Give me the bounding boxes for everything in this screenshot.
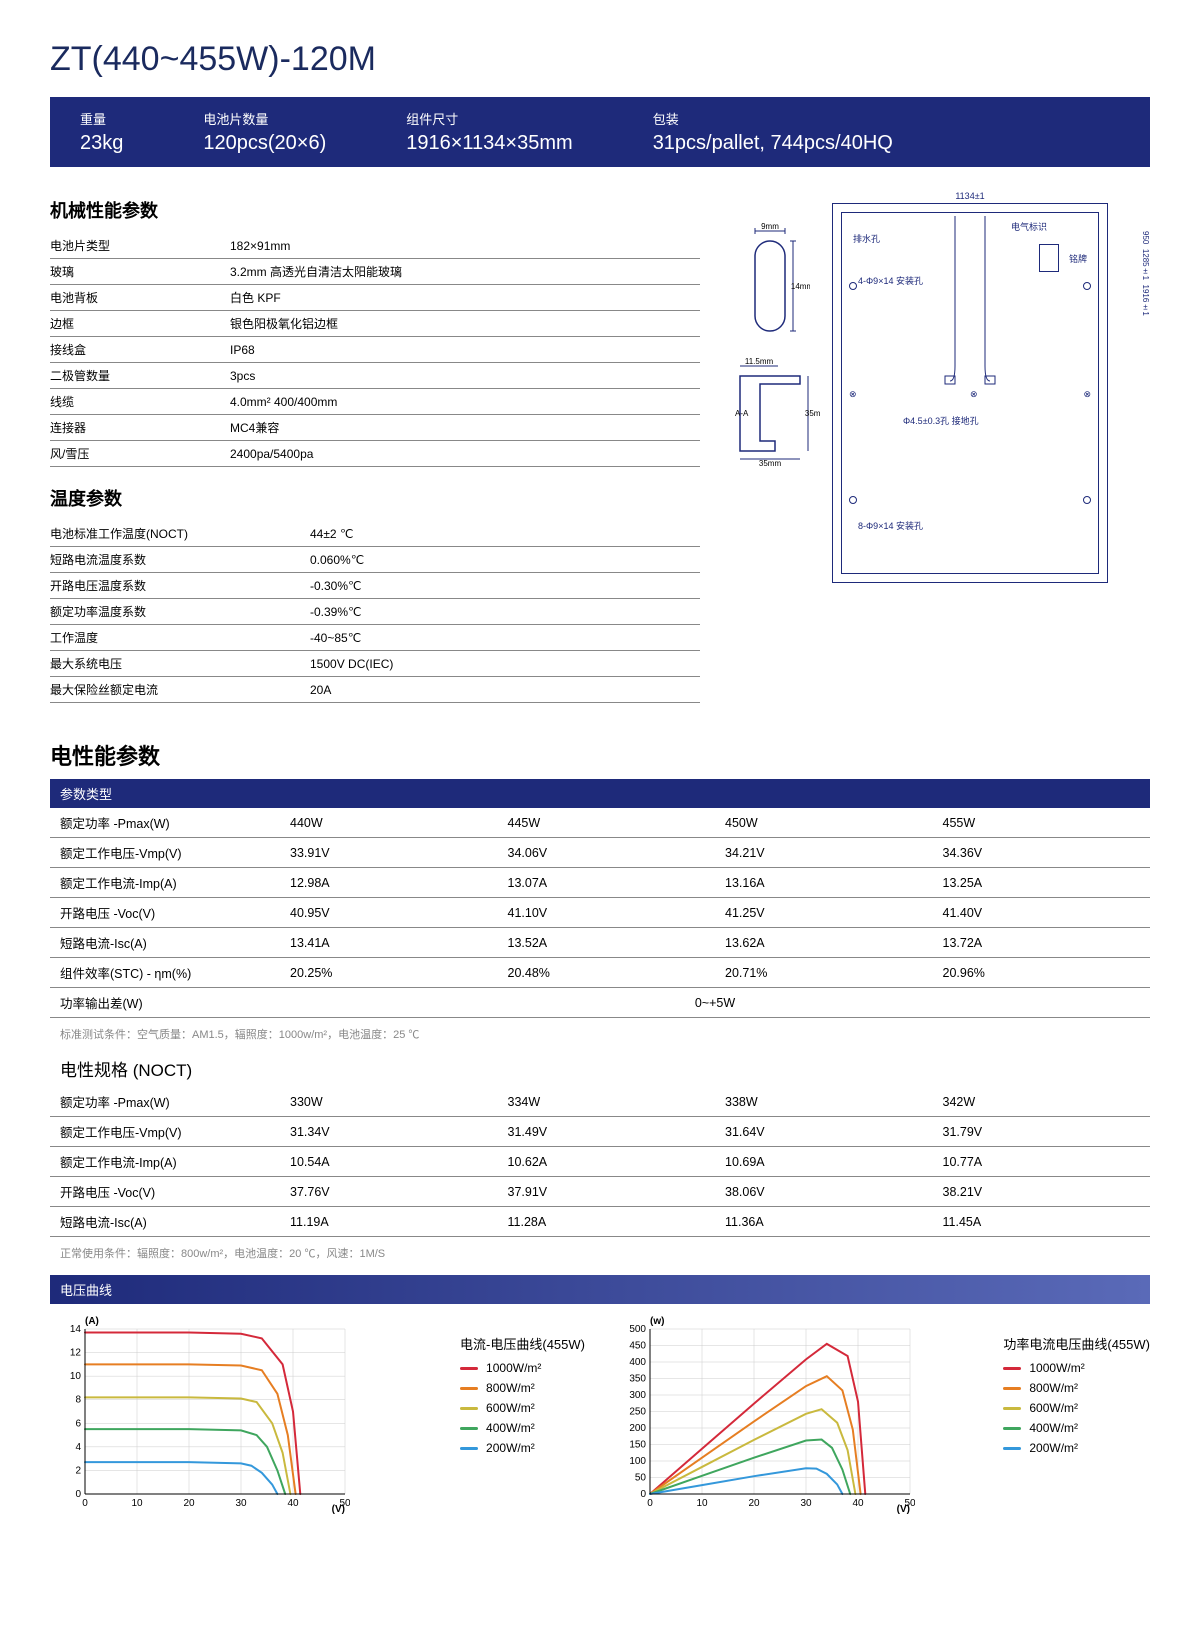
mech-table: 电池片类型182×91mm玻璃3.2mm 高透光自清洁太阳能玻璃电池背板白色 K…: [50, 233, 700, 467]
noct-title: 电性规格 (NOCT): [60, 1056, 1150, 1081]
elec-row: 开路电压 -Voc(V)40.95V41.10V41.25V41.40V: [50, 898, 1150, 928]
legend-item: 200W/m²: [460, 1441, 585, 1455]
elec-row: 额定工作电压-Vmp(V)33.91V34.06V34.21V34.36V: [50, 838, 1150, 868]
svg-text:350: 350: [629, 1374, 646, 1385]
header-cell: 电池片数量120pcs(20×6): [203, 109, 326, 155]
legend-item: 600W/m²: [1003, 1401, 1150, 1415]
spec-row: 额定功率温度系数-0.39%℃: [50, 599, 700, 625]
svg-text:10: 10: [131, 1498, 143, 1509]
spec-row: 风/雪压2400pa/5400pa: [50, 441, 700, 467]
svg-text:100: 100: [629, 1456, 646, 1467]
spec-row: 电池背板白色 KPF: [50, 285, 700, 311]
legend-item: 400W/m²: [1003, 1421, 1150, 1435]
temp-table: 电池标准工作温度(NOCT)44±2 ℃短路电流温度系数0.060%℃开路电压温…: [50, 521, 700, 703]
elec-footnote: 标准测试条件：空气质量：AM1.5，辐照度：1000w/m²，电池温度：25 ℃: [60, 1026, 1150, 1042]
svg-text:35mm: 35mm: [805, 409, 820, 418]
elec-row: 短路电流-Isc(A)13.41A13.52A13.62A13.72A: [50, 928, 1150, 958]
spec-row: 最大保险丝额定电流20A: [50, 677, 700, 703]
svg-text:(w): (w): [650, 1316, 664, 1327]
legend-item: 600W/m²: [460, 1401, 585, 1415]
header-cell: 重量23kg: [80, 109, 123, 155]
svg-text:20: 20: [183, 1498, 195, 1509]
svg-text:150: 150: [629, 1440, 646, 1451]
curves-band: 电压曲线: [50, 1275, 1150, 1304]
temp-title: 温度参数: [50, 485, 700, 511]
svg-text:0: 0: [647, 1498, 653, 1509]
spec-row: 线缆4.0mm² 400/400mm: [50, 389, 700, 415]
spec-row: 电池标准工作温度(NOCT)44±2 ℃: [50, 521, 700, 547]
elec-row: 组件效率(STC) - ηm(%)20.25%20.48%20.71%20.96…: [50, 958, 1150, 988]
spec-row: 边框银色阳极氧化铝边框: [50, 311, 700, 337]
svg-text:6: 6: [75, 1418, 81, 1429]
elec-row: 开路电压 -Voc(V)37.76V37.91V38.06V38.21V: [50, 1177, 1150, 1207]
header-cell: 组件尺寸1916×1134×35mm: [406, 109, 572, 155]
svg-text:250: 250: [629, 1407, 646, 1418]
elec-row: 额定工作电流-Imp(A)10.54A10.62A10.69A10.77A: [50, 1147, 1150, 1177]
legend-item: 1000W/m²: [1003, 1361, 1150, 1375]
svg-text:9mm: 9mm: [761, 222, 779, 231]
svg-text:200: 200: [629, 1423, 646, 1434]
dimension-diagram: 9mm 14mm 11.5mm 35mm 35mm A-A 1134±1 排水孔: [730, 191, 1150, 583]
elec-title: 电性能参数: [50, 739, 1150, 771]
svg-text:40: 40: [852, 1498, 864, 1509]
svg-text:14: 14: [70, 1324, 82, 1335]
mech-title: 机械性能参数: [50, 197, 700, 223]
svg-text:40: 40: [287, 1498, 299, 1509]
tolerance-row: 功率输出差(W)0~+5W: [50, 988, 1150, 1018]
svg-text:2: 2: [75, 1465, 81, 1476]
svg-text:(V): (V): [897, 1504, 910, 1514]
spec-row: 接线盒IP68: [50, 337, 700, 363]
svg-text:(V): (V): [332, 1504, 345, 1514]
legend-item: 800W/m²: [460, 1381, 585, 1395]
svg-text:0: 0: [75, 1489, 81, 1500]
legend-item: 1000W/m²: [460, 1361, 585, 1375]
elec-row: 额定功率 -Pmax(W)330W334W338W342W: [50, 1087, 1150, 1117]
elec-row: 短路电流-Isc(A)11.19A11.28A11.36A11.45A: [50, 1207, 1150, 1237]
elec-row: 额定工作电流-Imp(A)12.98A13.07A13.16A13.25A: [50, 868, 1150, 898]
legend-item: 200W/m²: [1003, 1441, 1150, 1455]
spec-row: 二极管数量3pcs: [50, 363, 700, 389]
svg-text:300: 300: [629, 1390, 646, 1401]
pv-chart: (w) 0 50 100 150 200 250 300 350 400 450 500 0 10 20 30…: [615, 1314, 1150, 1519]
svg-text:20: 20: [748, 1498, 760, 1509]
svg-text:11.5mm: 11.5mm: [745, 357, 774, 366]
spec-row: 电池片类型182×91mm: [50, 233, 700, 259]
product-title: ZT(440~455W)-120M: [50, 40, 1150, 79]
svg-text:14mm: 14mm: [791, 282, 810, 291]
noct-table: 额定功率 -Pmax(W)330W334W338W342W额定工作电压-Vmp(…: [50, 1087, 1150, 1237]
legend-item: 800W/m²: [1003, 1381, 1150, 1395]
noct-footnote: 正常使用条件：辐照度：800w/m²，电池温度：20 ℃，风速：1M/S: [60, 1245, 1150, 1261]
svg-text:35mm: 35mm: [759, 459, 782, 466]
legend-item: 400W/m²: [460, 1421, 585, 1435]
spec-row: 最大系统电压1500V DC(IEC): [50, 651, 700, 677]
svg-text:500: 500: [629, 1324, 646, 1335]
elec-row: 额定工作电压-Vmp(V)31.34V31.49V31.64V31.79V: [50, 1117, 1150, 1147]
header-band: 重量23kg 电池片数量120pcs(20×6) 组件尺寸1916×1134×35m…: [50, 97, 1150, 167]
svg-text:0: 0: [640, 1489, 646, 1500]
svg-text:4: 4: [75, 1442, 81, 1453]
svg-text:10: 10: [70, 1371, 82, 1382]
svg-text:0: 0: [82, 1498, 88, 1509]
svg-text:450: 450: [629, 1341, 646, 1352]
svg-text:50: 50: [635, 1473, 647, 1484]
elec-band: 参数类型: [50, 779, 1150, 808]
svg-text:400: 400: [629, 1357, 646, 1368]
spec-row: 玻璃3.2mm 高透光自清洁太阳能玻璃: [50, 259, 700, 285]
svg-text:30: 30: [235, 1498, 247, 1509]
elec-table: 额定功率 -Pmax(W)440W445W450W455W额定工作电压-Vmp(…: [50, 808, 1150, 1018]
svg-text:(A): (A): [85, 1316, 99, 1327]
svg-text:10: 10: [696, 1498, 708, 1509]
svg-text:12: 12: [70, 1348, 82, 1359]
svg-text:A-A: A-A: [735, 409, 749, 418]
spec-row: 开路电压温度系数-0.30%℃: [50, 573, 700, 599]
spec-row: 工作温度-40~85℃: [50, 625, 700, 651]
spec-row: 短路电流温度系数0.060%℃: [50, 547, 700, 573]
header-cell: 包装31pcs/pallet, 744pcs/40HQ: [653, 109, 893, 155]
svg-text:30: 30: [800, 1498, 812, 1509]
elec-row: 额定功率 -Pmax(W)440W445W450W455W: [50, 808, 1150, 838]
iv-chart: (A)0246810121401020304050(V) 电流-电压曲线(455…: [50, 1314, 585, 1519]
svg-text:8: 8: [75, 1395, 81, 1406]
spec-row: 连接器MC4兼容: [50, 415, 700, 441]
